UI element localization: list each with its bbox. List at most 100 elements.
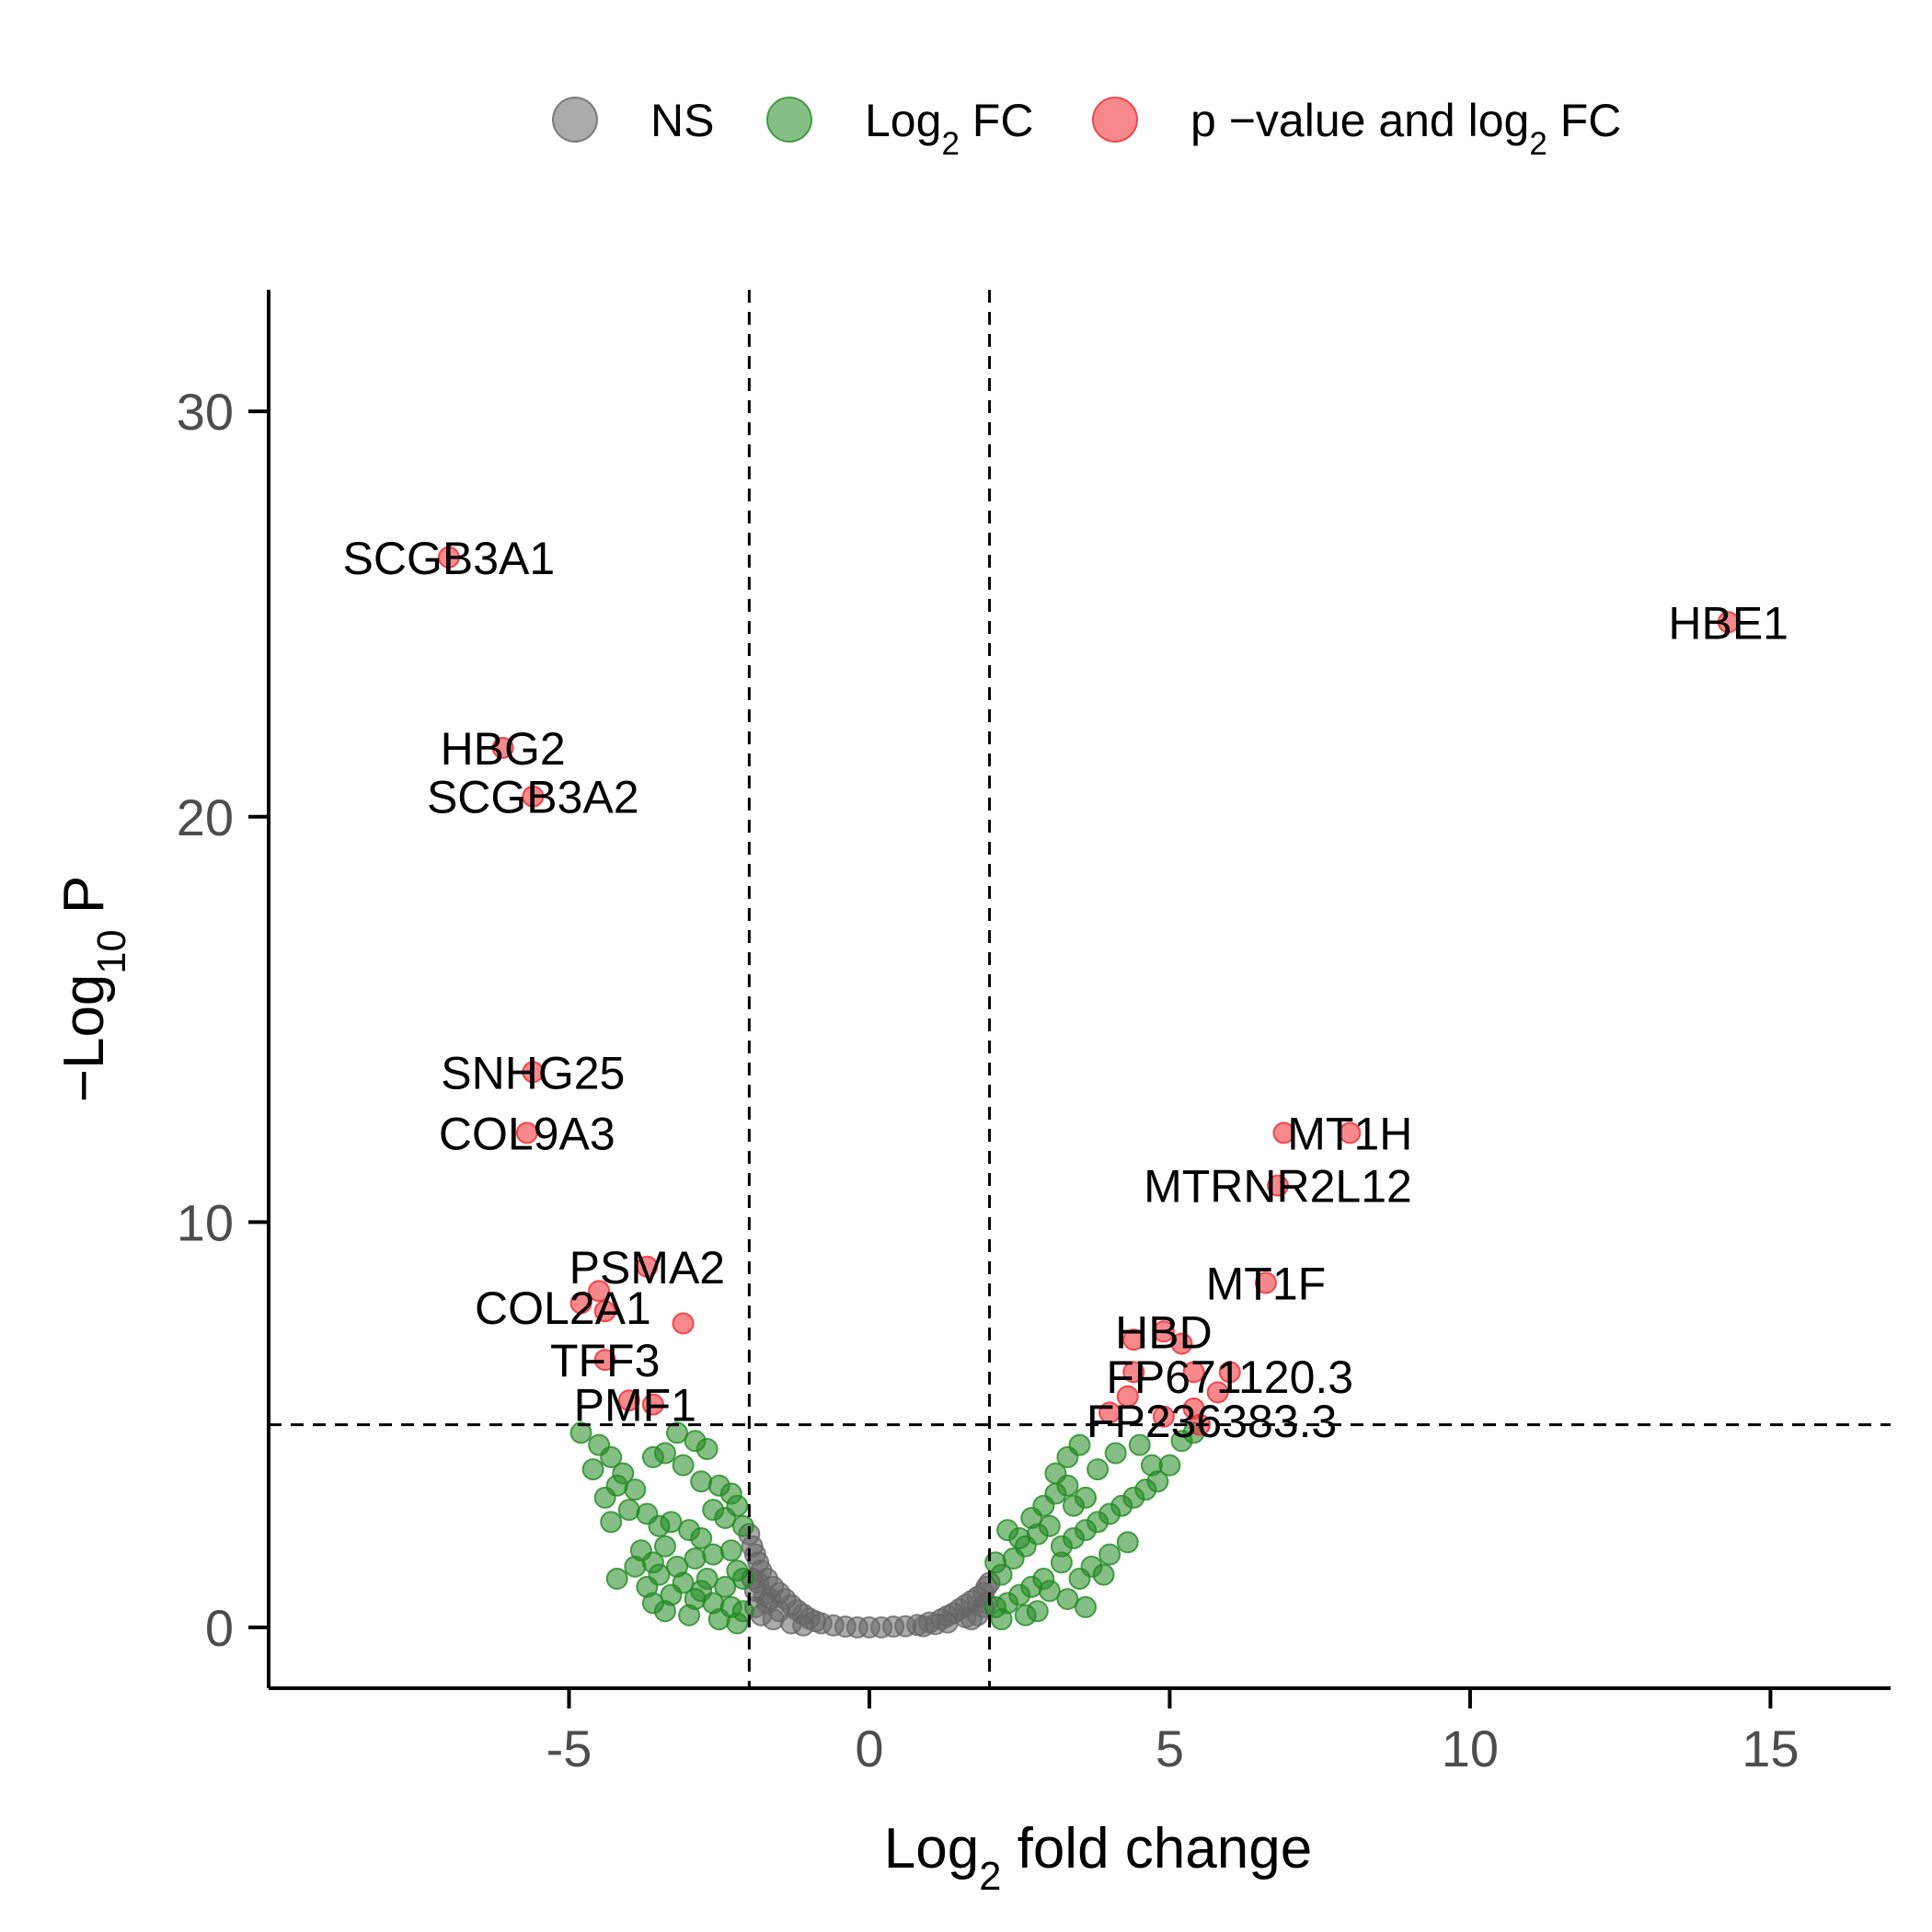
y-tick-label: 30	[177, 383, 234, 441]
x-tick-label: 5	[1156, 1719, 1184, 1777]
legend-swatch	[1092, 97, 1138, 143]
legend-label: NS	[650, 95, 714, 146]
x-axis-ticks: -5 0 5 10 15	[546, 1688, 1800, 1777]
log2fc-point	[600, 1445, 623, 1468]
both-point	[515, 1121, 538, 1144]
log2fc-point	[653, 1535, 676, 1558]
log2fc-point	[707, 1608, 730, 1631]
x-tick-label: 10	[1442, 1719, 1499, 1777]
log2fc-point	[1014, 1604, 1037, 1627]
x-tick-label: 15	[1742, 1719, 1799, 1777]
ns-point	[936, 1611, 959, 1634]
y-axis-title: −Log10 P	[52, 876, 134, 1103]
both-point	[641, 1393, 664, 1416]
gene-label: COL9A3	[439, 1108, 615, 1159]
ns-point	[759, 1588, 782, 1611]
log2fc-point	[690, 1470, 713, 1493]
both-point	[672, 1312, 695, 1335]
log2fc-point	[569, 1421, 592, 1444]
log2fc-point	[1140, 1454, 1163, 1477]
log2fc-point	[1098, 1543, 1121, 1566]
both-point	[1152, 1320, 1175, 1343]
log2fc-point	[702, 1543, 725, 1566]
both-point	[1122, 1328, 1145, 1351]
gene-label: HBD	[1115, 1306, 1213, 1358]
log2fc-point	[690, 1526, 713, 1549]
gene-label: COL2A1	[475, 1282, 651, 1334]
log2fc-point	[1050, 1551, 1073, 1574]
log2fc-point	[624, 1478, 647, 1501]
log2fc-point	[1056, 1588, 1079, 1611]
gene-label: MT1F	[1206, 1258, 1327, 1309]
both-point	[522, 1061, 545, 1084]
both-point	[1098, 1401, 1121, 1424]
both-point	[593, 1349, 616, 1372]
log2fc-point	[990, 1608, 1013, 1631]
log2fc-point	[636, 1575, 659, 1598]
log2fc-point	[1068, 1568, 1091, 1591]
log2fc-point	[1068, 1433, 1091, 1456]
log2fc-point	[672, 1454, 695, 1477]
y-tick-label: 10	[177, 1193, 234, 1251]
log2fc-point	[600, 1511, 623, 1534]
legend-item-log2fc: Log2 FC	[766, 95, 1033, 162]
log2fc-point	[617, 1499, 640, 1522]
both-point	[1182, 1361, 1205, 1384]
ns-point	[912, 1615, 935, 1638]
log2fc-point	[605, 1568, 628, 1591]
log2fc-point	[1044, 1462, 1067, 1485]
both-point	[617, 1389, 640, 1412]
both-point	[491, 736, 514, 759]
log2fc-point	[996, 1519, 1019, 1542]
both-point	[1254, 1271, 1277, 1294]
gene-label: PSMA2	[569, 1242, 726, 1294]
gene-label: SCGB3A1	[343, 533, 556, 584]
both-point	[1206, 1381, 1229, 1404]
log2fc-point	[1116, 1531, 1139, 1554]
gene-label: SCGB3A2	[427, 772, 639, 823]
legend-label: p −value and log2 FC	[1190, 95, 1621, 162]
legend: NS Log2 FC p −value and log2 FC	[552, 95, 1621, 162]
both-point	[1170, 1332, 1193, 1355]
legend-item-both: p −value and log2 FC	[1092, 95, 1621, 162]
x-axis-title: Log2 fold change	[884, 1817, 1312, 1899]
log2fc-point	[684, 1547, 707, 1570]
both-point	[1266, 1174, 1289, 1197]
gene-label: SNHG25	[441, 1047, 625, 1098]
log2fc-point	[1038, 1514, 1061, 1537]
legend-item-ns: NS	[552, 95, 714, 146]
log2fc-point	[653, 1442, 676, 1465]
both-point	[1272, 1121, 1295, 1144]
log2fc-point	[678, 1604, 701, 1627]
legend-swatch	[766, 97, 812, 143]
log2fc-point	[1092, 1563, 1115, 1586]
both-point	[588, 1280, 611, 1303]
both-point	[569, 1292, 592, 1315]
log2fc-point	[714, 1506, 737, 1529]
x-tick-label: 0	[855, 1719, 883, 1777]
log2fc-point	[690, 1580, 713, 1603]
gene-label: FP671120.3	[1106, 1351, 1353, 1403]
gene-label: MTRNR2L12	[1144, 1161, 1412, 1213]
both-point	[1218, 1361, 1241, 1384]
log2fc-point	[714, 1575, 737, 1598]
log2fc-point	[660, 1511, 683, 1534]
log2fc-point	[1038, 1580, 1061, 1603]
gene-label: HBE1	[1668, 597, 1788, 649]
gene-label: HBG2	[441, 723, 566, 775]
legend-swatch	[552, 97, 598, 143]
log2fc-point	[593, 1486, 616, 1509]
log2fc-point	[1128, 1433, 1151, 1456]
log2fc-point	[719, 1539, 742, 1562]
both-point	[1717, 611, 1740, 634]
gene-label: PMF1	[574, 1380, 696, 1432]
log2fc-point	[624, 1555, 647, 1578]
both-point	[1116, 1385, 1139, 1408]
ns-point	[792, 1614, 815, 1637]
threshold-lines	[269, 290, 1891, 1688]
log2fc-point	[1075, 1595, 1098, 1618]
